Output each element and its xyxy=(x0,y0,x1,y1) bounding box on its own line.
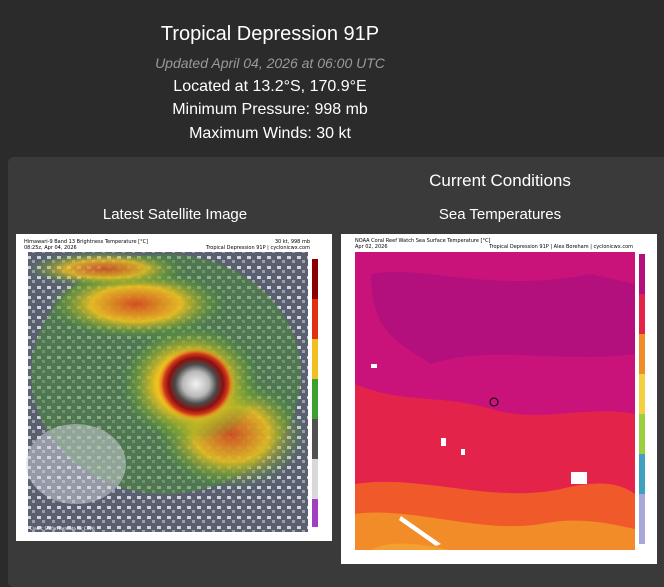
storm-pressure: Minimum Pressure: 998 mb xyxy=(172,101,368,118)
sst-map xyxy=(355,252,635,550)
sst-header-right: Tropical Depression 91P | Alex Boreham |… xyxy=(488,244,633,250)
satellite-label: Latest Satellite Image xyxy=(102,206,248,223)
storm-winds: Maximum Winds: 30 kt xyxy=(189,125,351,142)
sst-header-left: NOAA Coral Reef Watch Sea Surface Temper… xyxy=(355,238,490,244)
sat-header-left: Himawari-9 Band 13 Brightness Temperatur… xyxy=(24,239,148,245)
sat-credit: Credit: Stefan (armada for CIRA) xyxy=(30,526,95,531)
storm-location: Located at 13.2°S, 170.9°E xyxy=(173,78,367,95)
sst-label: Sea Temperatures xyxy=(438,206,562,223)
sst-header-left2: Apr 02, 2026 xyxy=(355,244,388,250)
current-conditions-title: Current Conditions xyxy=(429,171,571,190)
storm-core xyxy=(158,348,234,420)
updated-timestamp: Updated April 04, 2026 at 06:00 UTC xyxy=(155,55,385,71)
sat-header-right2: Tropical Depression 91P | cyclonicwx.com xyxy=(205,245,310,251)
sat-header-right: 30 kt, 998 mb xyxy=(275,239,310,245)
sst-colorbar xyxy=(639,254,645,544)
satellite-image[interactable]: Himawari-9 Band 13 Brightness Temperatur… xyxy=(16,234,332,541)
sat-header-left2: 08:25z, Apr 04, 2026 xyxy=(24,245,77,251)
storm-marker xyxy=(489,397,499,407)
sst-image[interactable]: NOAA Coral Reef Watch Sea Surface Temper… xyxy=(341,234,657,564)
sat-colorbar xyxy=(312,259,318,527)
storm-title: Tropical Depression 91P xyxy=(160,23,380,45)
